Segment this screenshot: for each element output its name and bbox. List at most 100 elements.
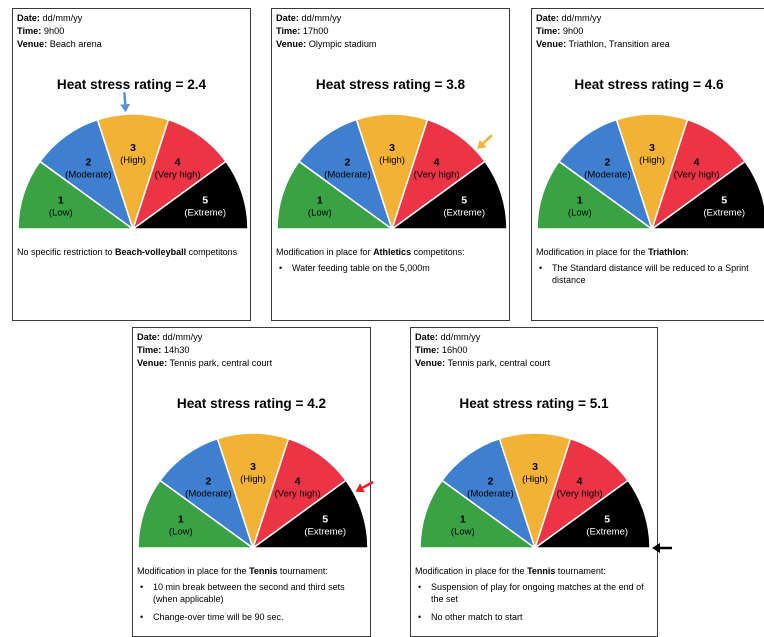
gauge-segment-4 [251,437,348,550]
modification-item: No other match to start [418,611,651,624]
gauge-segment-label: (Very high) [275,489,321,500]
gauge-segment-2 [440,437,537,550]
gauge-segment-3 [355,113,429,232]
description-intro: Modification in place for Athletics comp… [276,247,465,257]
gauge-segment-number: 2 [604,157,610,169]
description-intro: Modification in place for the Triathlon: [536,247,689,257]
gauge-segment-label: (High) [639,155,665,166]
gauge-segment-number: 1 [317,195,323,207]
gauge-segment-3 [96,113,170,232]
gauge-segment-number: 1 [58,195,64,207]
gauge-segment-number: 3 [250,461,256,473]
gauge-segment-4 [533,437,630,550]
gauge-segment-4 [650,118,747,231]
time-label: Time: [17,26,42,36]
gauge-segment-2 [297,118,394,231]
heat-stress-gauge: 1(Low) 2(Moderate) 3(High) 4(Very high) 5(Ex… [536,113,764,232]
gauge-segment-number: 4 [694,157,700,169]
venue-card-tennis-1600: Date: dd/mm/yy Time: 16h00 Venue: Tennis… [410,327,672,637]
modification-item: Suspension of play for ongoing matches a… [418,581,651,606]
gauge-segment-3 [498,432,572,551]
gauge-segment-number: 2 [85,157,91,169]
venue-card-tennis-1430: Date: dd/mm/yy Time: 14h30 Venue: Tennis… [132,327,374,637]
gauge-segment-label: (Extreme) [703,208,745,219]
gauge-segment-number: 4 [295,476,301,488]
time-label: Time: [137,345,162,355]
date-value: dd/mm/yy [440,332,481,342]
gauge-segment-1 [17,160,136,230]
venue-card-stadium: Date: dd/mm/yy Time: 17h00 Venue: Olympi… [271,8,510,321]
gauge-segment-5 [250,479,369,549]
card-description: Modification in place for the Tennis tou… [137,565,364,628]
heat-stress-gauge: 1(Low) 2(Moderate) 3(High) 4(Very high) 5(Ex… [419,432,672,553]
gauge-segment-number: 1 [460,514,466,526]
gauge-segment-label: (Moderate) [467,489,513,500]
modification-list: The Standard distance will be reduced to… [536,262,760,287]
gauge-segment-number: 2 [487,476,493,488]
gauge-segment-5 [130,160,249,230]
gauge-segment-2 [38,118,135,231]
time-value: 14h30 [163,345,190,355]
rating-value: 3.8 [446,77,466,92]
rating-prefix: Heat stress rating = [574,77,705,92]
modification-item: 10 min break between the second and thir… [140,581,364,606]
gauge-segment-1 [536,160,655,230]
date-label: Date: [276,13,299,23]
card-meta: Date: dd/mm/yy Time: 16h00 Venue: Tennis… [415,331,550,370]
modification-list: 10 min break between the second and thir… [137,581,364,624]
gauge-segment-label: (Extreme) [443,208,485,219]
venue-value: Beach arena [49,39,102,49]
time-value: 16h00 [441,345,468,355]
gauge-segment-label: (High) [240,474,266,485]
venue-card-beach: Date: dd/mm/yy Time: 9h00 Venue: Beach a… [12,8,251,321]
gauge-segment-number: 5 [322,514,328,526]
rating-prefix: Heat stress rating = [176,396,308,411]
gauge-segment-number: 3 [389,142,395,154]
rating-title: Heat stress rating = 4.2 [133,396,370,411]
modification-list: Water feeding table on the 5,000m [276,262,503,275]
gauge-segment-label: (Very high) [155,170,201,181]
gauge-segment-1 [276,160,395,230]
rating-title: Heat stress rating = 3.8 [272,77,509,92]
rating-value: 2.4 [187,77,207,92]
heat-stress-gauge: 1(Low) 2(Moderate) 3(High) 4(Very high) 5(Ex… [276,113,508,232]
gauge-segment-5 [389,160,508,230]
rating-title: Heat stress rating = 2.4 [13,77,250,92]
gauge-segment-5 [649,160,764,230]
gauge-segment-5 [532,479,651,549]
description-intro: Modification in place for the Tennis tou… [415,566,606,576]
gauge-segment-number: 2 [205,476,211,488]
rating-value: 5.1 [589,396,609,411]
gauge-segment-number: 5 [721,195,727,207]
rating-arrow-icon [355,480,374,493]
card-meta: Date: dd/mm/yy Time: 9h00 Venue: Triathl… [536,12,670,51]
rating-prefix: Heat stress rating = [315,77,447,92]
gauge-segment-label: (Moderate) [65,170,111,181]
date-label: Date: [17,13,40,23]
gauge-segment-label: (Moderate) [584,170,630,181]
date-value: dd/mm/yy [162,332,203,342]
gauge-segment-1 [137,479,256,549]
gauge-segment-4 [390,118,487,231]
rating-arrow-icon [477,134,493,149]
card-meta: Date: dd/mm/yy Time: 9h00 Venue: Beach a… [17,12,102,51]
venue-label: Venue: [137,358,168,368]
gauge-segment-number: 4 [175,157,181,169]
rating-arrow-icon [120,92,131,113]
venue-value: Olympic stadium [308,39,377,49]
gauge-segment-label: (Very high) [674,170,720,181]
gauge-segment-number: 2 [344,157,350,169]
gauge-segment-label: (Moderate) [185,489,231,500]
card-description: Modification in place for Athletics comp… [276,246,503,279]
venue-label: Venue: [17,39,48,49]
venue-label: Venue: [415,358,446,368]
gauge-segment-4 [131,118,228,231]
date-label: Date: [137,332,160,342]
venue-card-triathlon: Date: dd/mm/yy Time: 9h00 Venue: Triathl… [531,8,764,321]
rating-title: Heat stress rating = 4.6 [532,77,764,92]
venue-label: Venue: [536,39,567,49]
rating-value: 4.2 [307,396,327,411]
date-value: dd/mm/yy [301,13,342,23]
gauge-segment-2 [557,118,654,231]
gauge-segment-3 [615,113,689,232]
